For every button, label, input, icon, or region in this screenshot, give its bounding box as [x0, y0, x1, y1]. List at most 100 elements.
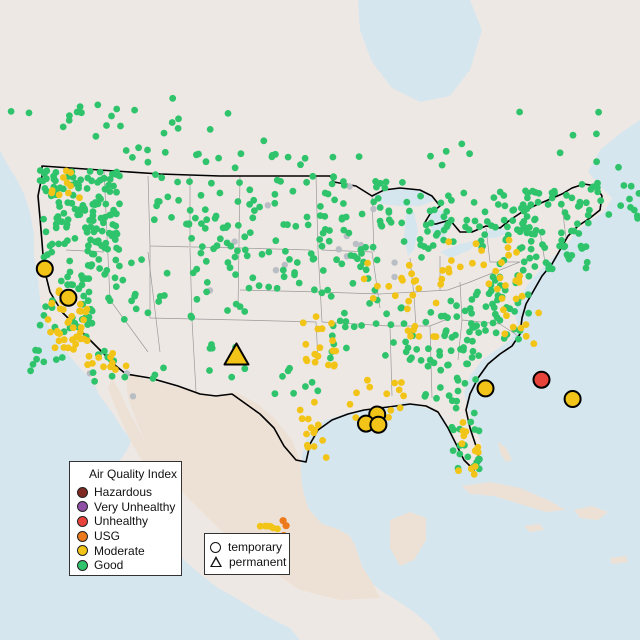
monitor-dot	[400, 392, 407, 400]
aqi-legend-row: USG	[77, 529, 181, 544]
monitor-dot	[331, 196, 338, 204]
monitor-dot	[193, 265, 201, 273]
monitor-dot	[112, 256, 120, 264]
monitor-dot	[593, 158, 600, 166]
monitor-dot	[467, 320, 475, 327]
monitor-dot	[340, 182, 348, 189]
monitor-dot	[71, 235, 79, 242]
monitor-dot	[426, 356, 434, 364]
monitor-dot	[525, 309, 532, 317]
monitor-dot	[331, 361, 338, 369]
monitor-dot	[520, 224, 527, 232]
lake-ontario	[482, 228, 510, 238]
monitor-dot	[476, 455, 483, 463]
monitor-dot	[558, 237, 566, 244]
monitor-dot	[481, 231, 489, 239]
monitor-dot	[304, 221, 312, 229]
monitor-dot	[329, 153, 337, 161]
monitor-dot	[345, 229, 353, 237]
monitor-dot	[188, 234, 196, 242]
monitor-dot	[336, 317, 344, 325]
monitor-dot	[417, 357, 425, 364]
monitor-dot	[103, 122, 110, 129]
monitor-dot	[480, 320, 488, 328]
monitor-dot	[108, 372, 116, 380]
monitor-dot	[58, 354, 66, 361]
monitor-dot	[443, 208, 451, 215]
aqi-legend-row: Hazardous	[77, 485, 181, 500]
monitor-dot	[273, 284, 281, 292]
monitor-dot	[108, 112, 115, 120]
monitor-dot	[350, 323, 358, 331]
moderate-aqi-monitors	[44, 167, 542, 533]
monitor-dot	[346, 183, 353, 190]
monitor-dot	[67, 169, 75, 176]
aqi-legend-title: Air Quality Index	[89, 467, 178, 481]
monitor-dot	[582, 243, 590, 251]
monitor-dot	[340, 200, 347, 207]
state-line	[371, 195, 375, 253]
monitor-dot	[490, 194, 498, 202]
monitor-dot	[131, 106, 139, 114]
monitor-dot	[534, 198, 542, 206]
monitor-dot	[584, 211, 592, 219]
monitor-dot	[568, 194, 576, 202]
monitor-dot	[402, 338, 409, 346]
monitor-dot	[246, 229, 254, 237]
monitor-dot	[398, 274, 405, 282]
monitor-dot	[597, 197, 605, 205]
monitor-dot	[55, 337, 63, 345]
monitor-dot	[493, 285, 501, 293]
monitor-dot	[101, 213, 109, 221]
monitor-dot	[29, 361, 37, 368]
monitor-dot	[434, 229, 441, 237]
monitor-dot	[460, 346, 467, 354]
monitor-dot	[494, 201, 502, 208]
monitor-dot	[438, 161, 446, 169]
monitor-dot	[48, 189, 56, 197]
state-line	[149, 246, 241, 321]
monitor-dot	[442, 147, 450, 155]
monitor-dot	[66, 268, 74, 276]
monitor-dot	[91, 199, 99, 206]
aqi-legend-row: Very Unhealthy	[77, 500, 181, 515]
monitor-dot	[498, 259, 505, 266]
monitor-dot	[75, 285, 82, 292]
monitor-dot	[105, 181, 113, 189]
monitor-dot	[85, 242, 92, 250]
monitor-dot	[416, 236, 424, 243]
monitor-dot	[316, 344, 324, 352]
monitor-dot	[52, 220, 60, 228]
monitor-dot	[513, 248, 520, 256]
monitor-dot	[407, 332, 414, 340]
monitor-dot	[234, 222, 242, 229]
monitor-dot	[122, 147, 130, 154]
monitor-dot	[42, 228, 50, 236]
monitor-dot	[404, 305, 411, 313]
monitor-dot	[228, 373, 236, 381]
monitor-dot	[455, 467, 462, 475]
monitor-dot	[432, 299, 440, 307]
monitor-dot	[168, 119, 176, 126]
monitor-dot	[463, 360, 470, 368]
aqi-legend-rows: Hazardous Very Unhealthy Unhealthy USG Moder…	[77, 485, 181, 573]
monitor-dot	[377, 179, 384, 187]
monitor-dot	[527, 245, 535, 253]
aqi-swatch	[77, 515, 88, 527]
monitor-dot	[48, 248, 56, 256]
monitor-dot	[241, 365, 249, 373]
monitor-dot	[476, 223, 483, 231]
monitor-dot	[437, 199, 445, 207]
monitor-dot	[271, 390, 279, 398]
aqi-legend-row: Unhealthy	[77, 514, 181, 529]
monitor-dot	[453, 302, 460, 310]
monitor-dot	[354, 255, 361, 263]
monitor-dot	[63, 179, 71, 187]
monitor-dot	[256, 203, 263, 211]
monitor-dot	[501, 330, 509, 338]
monitor-dot	[472, 240, 480, 248]
monitor-dot	[422, 318, 430, 326]
aqi-legend-row: Good	[77, 558, 181, 573]
monitor-dot	[76, 194, 83, 202]
aqi-swatch	[77, 501, 88, 513]
